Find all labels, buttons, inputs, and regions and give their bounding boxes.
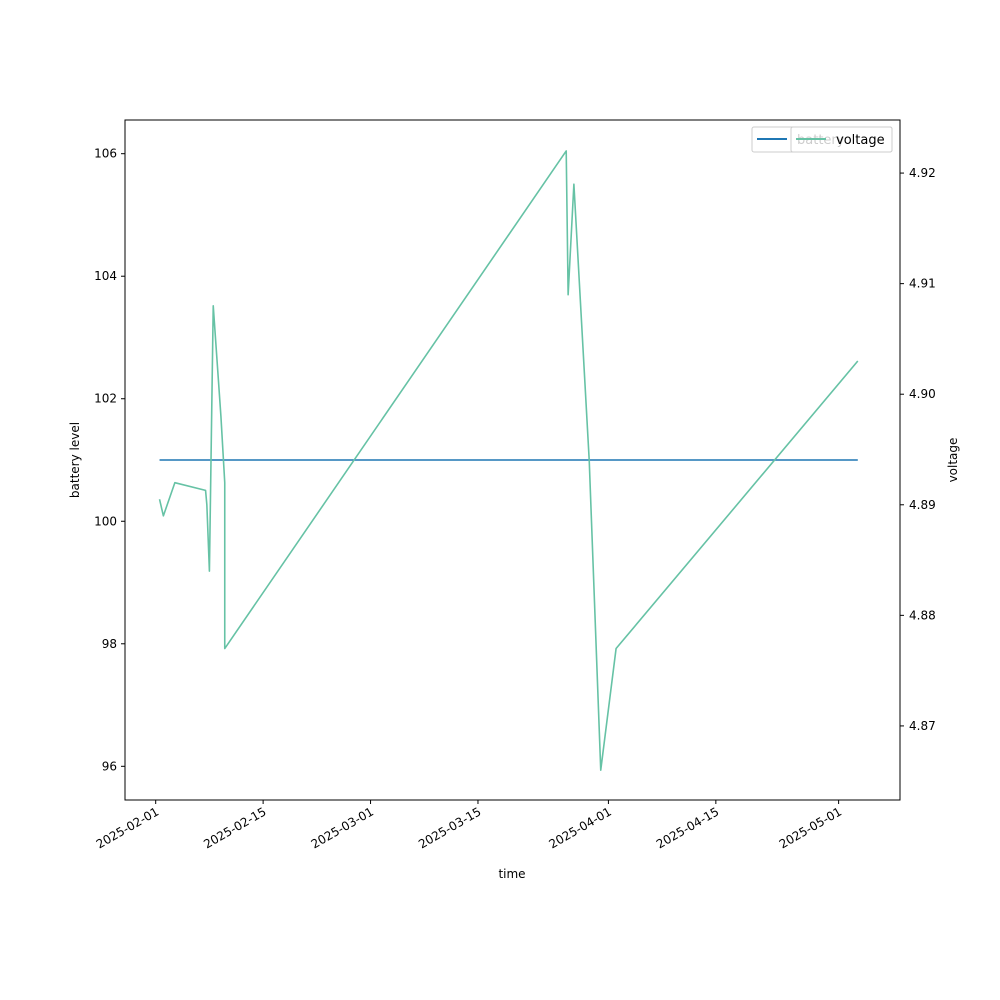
- series-line-voltage: [158, 150, 859, 771]
- left-tick-label: 100: [94, 514, 117, 528]
- right-tick-label: 4.88: [909, 608, 936, 622]
- right-tick-label: 4.87: [909, 719, 936, 733]
- legend-voltage: voltage: [790, 126, 893, 153]
- series-layer: [158, 150, 859, 771]
- legend-voltage-box: [790, 126, 893, 153]
- left-tick-label: 96: [102, 759, 117, 773]
- left-tick-label: 106: [94, 147, 117, 161]
- left-axis-label: battery level: [68, 422, 82, 498]
- right-tick-label: 4.92: [909, 166, 936, 180]
- legend-voltage-label: voltage: [836, 133, 885, 148]
- plot-frame: [124, 119, 901, 801]
- right-tick-label: 4.89: [909, 498, 936, 512]
- left-tick-label: 98: [102, 637, 117, 651]
- right-axis-ticks: 4.87 4.88 4.89 4.90 4.91 4.92: [900, 166, 936, 733]
- right-axis-label: voltage: [946, 438, 960, 483]
- left-axis-ticks: 96 98 100 102 104 106: [94, 147, 125, 773]
- left-tick-label: 102: [94, 392, 117, 406]
- x-axis-label: time: [498, 867, 525, 881]
- left-tick-label: 104: [94, 269, 117, 283]
- right-tick-label: 4.90: [909, 387, 936, 401]
- right-tick-label: 4.91: [909, 277, 936, 291]
